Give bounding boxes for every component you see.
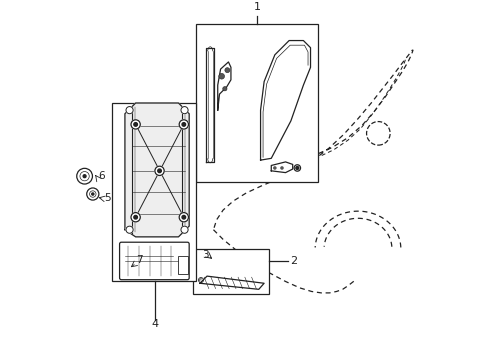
Circle shape: [131, 213, 140, 222]
Circle shape: [182, 215, 185, 219]
Bar: [112, 103, 196, 282]
Polygon shape: [217, 62, 230, 110]
Polygon shape: [271, 162, 292, 172]
Circle shape: [272, 166, 276, 170]
Circle shape: [134, 123, 137, 126]
FancyBboxPatch shape: [120, 242, 189, 280]
Circle shape: [222, 87, 226, 91]
Circle shape: [92, 193, 94, 195]
Polygon shape: [200, 276, 264, 289]
Circle shape: [181, 226, 188, 233]
Circle shape: [224, 68, 229, 73]
Circle shape: [131, 120, 140, 129]
Circle shape: [77, 168, 92, 184]
Circle shape: [182, 123, 185, 126]
Text: 6: 6: [98, 171, 104, 181]
Text: 7: 7: [136, 255, 142, 265]
Polygon shape: [124, 103, 189, 237]
Circle shape: [126, 226, 133, 233]
Bar: [178, 256, 188, 274]
Polygon shape: [260, 41, 310, 160]
Circle shape: [179, 213, 188, 222]
Circle shape: [134, 215, 137, 219]
Circle shape: [280, 166, 283, 170]
Text: 3: 3: [202, 250, 208, 260]
Text: 2: 2: [289, 256, 297, 266]
Circle shape: [295, 167, 298, 170]
Circle shape: [155, 166, 164, 175]
Polygon shape: [206, 48, 214, 162]
Text: 5: 5: [104, 193, 111, 203]
Text: 1: 1: [253, 2, 260, 12]
Circle shape: [179, 120, 188, 129]
Circle shape: [126, 107, 133, 114]
Bar: [192, 249, 269, 294]
Circle shape: [86, 188, 99, 200]
Circle shape: [158, 169, 161, 172]
Text: 4: 4: [151, 319, 158, 329]
Circle shape: [218, 73, 224, 79]
Bar: [196, 24, 317, 181]
Circle shape: [181, 107, 188, 114]
Circle shape: [83, 175, 86, 177]
